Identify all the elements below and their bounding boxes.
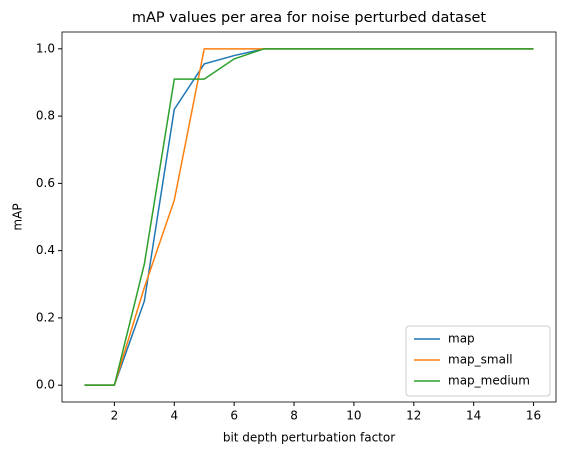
legend-label: map bbox=[448, 332, 475, 346]
y-tick-label: 0.0 bbox=[36, 378, 55, 392]
x-axis-label: bit depth perturbation factor bbox=[223, 431, 395, 445]
x-tick-label: 16 bbox=[526, 409, 541, 423]
legend-label: map_medium bbox=[448, 374, 530, 388]
x-tick-label: 12 bbox=[406, 409, 421, 423]
y-tick-label: 0.8 bbox=[36, 109, 55, 123]
legend-label: map_small bbox=[448, 353, 513, 367]
x-tick-label: 2 bbox=[111, 409, 119, 423]
x-tick-label: 4 bbox=[170, 409, 178, 423]
chart-title: mAP values per area for noise perturbed … bbox=[132, 10, 487, 26]
x-tick-label: 10 bbox=[346, 409, 361, 423]
y-tick-label: 1.0 bbox=[36, 41, 55, 55]
y-axis-label: mAP bbox=[11, 203, 25, 230]
y-tick-label: 0.6 bbox=[36, 176, 55, 190]
plot-frame bbox=[61, 31, 557, 403]
x-tick-label: 6 bbox=[230, 409, 238, 423]
y-tick-label: 0.2 bbox=[36, 310, 55, 324]
y-tick-label: 0.4 bbox=[36, 243, 55, 257]
series-line bbox=[84, 48, 534, 386]
x-tick-label: 14 bbox=[466, 409, 481, 423]
legend-box bbox=[405, 325, 551, 397]
x-tick-label: 8 bbox=[290, 409, 298, 423]
